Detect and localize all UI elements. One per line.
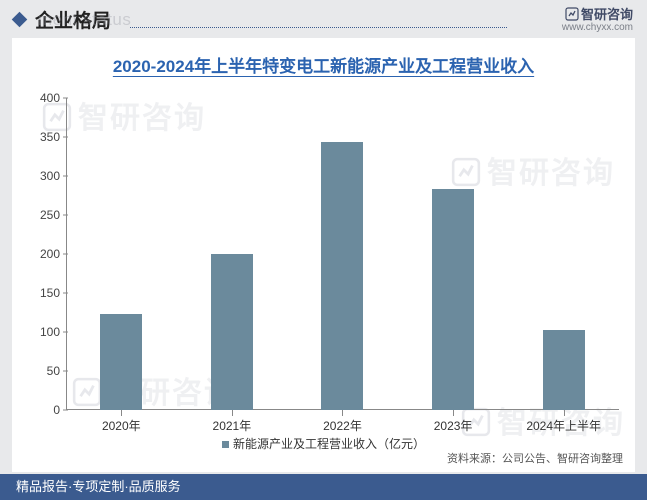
bar-slot: 2024年上半年 bbox=[508, 98, 619, 410]
y-axis: 050100150200250300350400 bbox=[26, 98, 64, 410]
y-tick-label: 200 bbox=[26, 247, 60, 261]
legend-swatch bbox=[222, 441, 229, 448]
y-tick-label: 50 bbox=[26, 364, 60, 378]
header-dotted-rule bbox=[130, 27, 507, 28]
page-footer: 精品报告·专项定制·品质服务 bbox=[0, 474, 647, 500]
brand-name: 智研咨询 bbox=[562, 4, 633, 23]
brand-logo-icon bbox=[565, 7, 579, 21]
y-tick-label: 250 bbox=[26, 208, 60, 222]
bar bbox=[100, 314, 142, 410]
source-note: 资料来源：公司公告、智研咨询整理 bbox=[447, 450, 623, 466]
plot-area: 050100150200250300350400 2020年2021年2022年… bbox=[66, 98, 619, 410]
x-label: 2024年上半年 bbox=[526, 417, 601, 434]
bar-slot: 2020年 bbox=[66, 98, 177, 410]
x-label: 2020年 bbox=[102, 417, 141, 434]
legend-label: 新能源产业及工程营业收入（亿元） bbox=[233, 437, 425, 451]
y-tick-label: 150 bbox=[26, 286, 60, 300]
bar-slot: 2021年 bbox=[177, 98, 288, 410]
x-tick-mark bbox=[232, 410, 233, 416]
x-label: 2022年 bbox=[323, 417, 362, 434]
y-tick-label: 300 bbox=[26, 169, 60, 183]
y-tick-label: 100 bbox=[26, 325, 60, 339]
bar bbox=[321, 142, 363, 410]
bar bbox=[432, 189, 474, 410]
bar bbox=[211, 254, 253, 410]
x-tick-mark bbox=[564, 410, 565, 416]
x-label: 2021年 bbox=[213, 417, 252, 434]
brand-block: 智研咨询 www.chyxx.com bbox=[562, 4, 633, 33]
y-tick-label: 400 bbox=[26, 91, 60, 105]
y-tick-label: 0 bbox=[26, 403, 60, 417]
page-header: ment status 企业格局 智研咨询 www.chyxx.com bbox=[0, 0, 647, 35]
x-label: 2023年 bbox=[434, 417, 473, 434]
x-tick-mark bbox=[342, 410, 343, 416]
bar bbox=[543, 330, 585, 410]
x-tick-mark bbox=[453, 410, 454, 416]
header-diamond-icon bbox=[12, 12, 28, 28]
bar-slot: 2023年 bbox=[398, 98, 509, 410]
bars-container: 2020年2021年2022年2023年2024年上半年 bbox=[66, 98, 619, 410]
x-tick-mark bbox=[121, 410, 122, 416]
header-title-english-bg: ment status bbox=[38, 10, 131, 30]
y-tick-label: 350 bbox=[26, 130, 60, 144]
chart-title: 2020-2024年上半年特变电工新能源产业及工程营业收入 bbox=[12, 38, 635, 87]
chart-panel: 智研咨询 智研咨询 智研咨询 智研咨询 2020-2024年上半年特变电工新能源… bbox=[12, 38, 635, 472]
brand-url: www.chyxx.com bbox=[562, 22, 633, 33]
bar-slot: 2022年 bbox=[287, 98, 398, 410]
